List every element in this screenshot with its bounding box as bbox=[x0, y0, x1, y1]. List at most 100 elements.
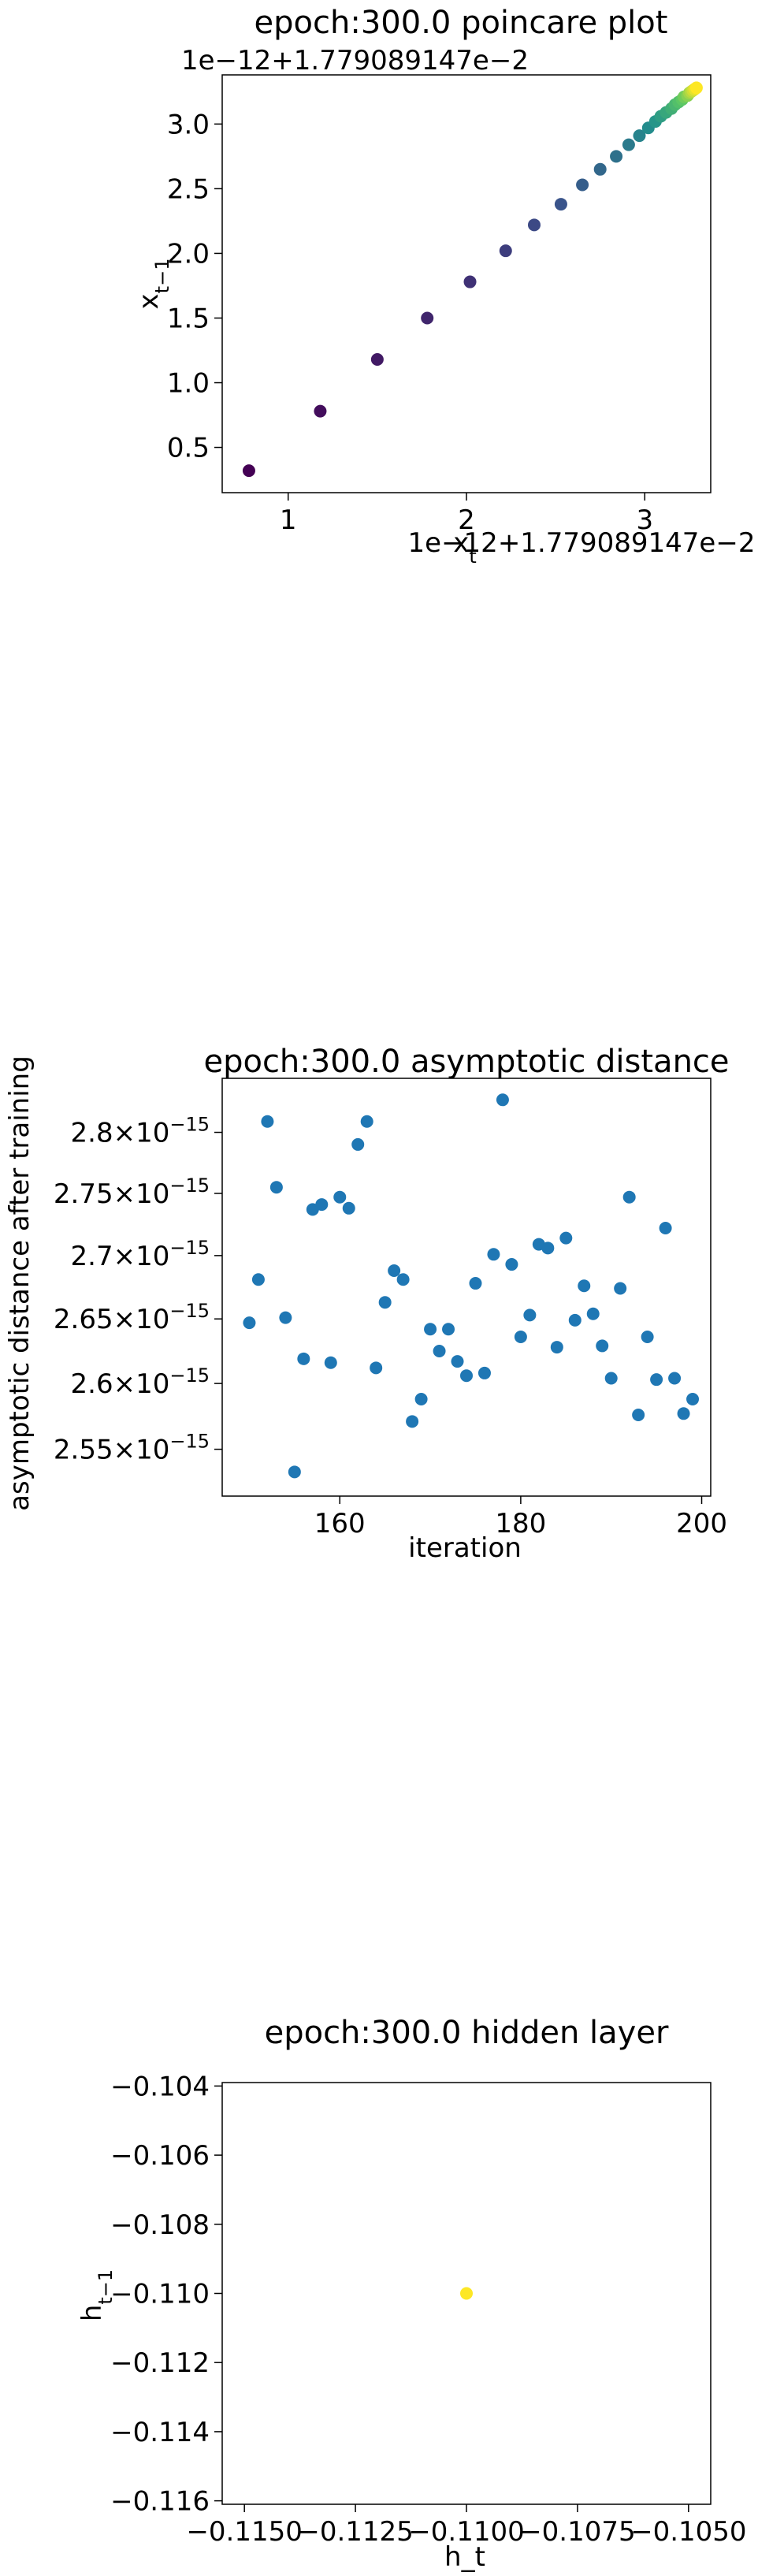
data-point bbox=[251, 1273, 265, 1286]
y-tick-label: 0.5 bbox=[167, 433, 210, 464]
data-point bbox=[622, 138, 635, 151]
data-point bbox=[460, 1369, 473, 1383]
data-point bbox=[523, 1308, 537, 1322]
data-point bbox=[243, 1316, 256, 1330]
x-tick-label: 160 bbox=[314, 1508, 366, 1539]
data-point bbox=[578, 1279, 591, 1293]
hidden-layer-y-axis: −0.116 −0.114 −0.112 −0.110 −0.108 −0.106 −0.1… bbox=[110, 2071, 222, 2518]
x-tick-label: 3 bbox=[636, 504, 653, 536]
data-point bbox=[288, 1465, 301, 1479]
data-point bbox=[559, 1231, 573, 1245]
y-tick-label: 2.5 bbox=[167, 173, 210, 205]
data-point bbox=[463, 275, 477, 288]
poincare-title: epoch:300.0 poincare plot bbox=[255, 5, 668, 41]
asymptotic-title: epoch:300.0 asymptotic distance bbox=[203, 1044, 729, 1080]
data-point bbox=[421, 311, 434, 325]
data-point bbox=[460, 2287, 473, 2300]
data-point bbox=[689, 81, 703, 95]
asymptotic-points bbox=[243, 1093, 700, 1479]
asymptotic-plot-area bbox=[221, 1078, 712, 1497]
data-point bbox=[505, 1258, 518, 1271]
hidden-layer-points bbox=[460, 2287, 473, 2300]
data-point bbox=[659, 1221, 672, 1234]
poincare-x-offset-text: 1e−12+1.779089147e−2 bbox=[408, 527, 756, 559]
asymptotic-y-label: asymptotic distance after training bbox=[4, 1055, 35, 1511]
x-tick-label: −0.1125 bbox=[297, 2516, 413, 2548]
data-point bbox=[378, 1296, 392, 1309]
y-tick-label: −0.104 bbox=[110, 2071, 210, 2102]
data-point bbox=[351, 1137, 365, 1151]
data-point bbox=[632, 1408, 645, 1421]
data-point bbox=[433, 1344, 446, 1357]
poincare-points bbox=[242, 81, 703, 478]
data-point bbox=[650, 1373, 663, 1387]
data-point bbox=[596, 1339, 609, 1353]
data-point bbox=[554, 198, 567, 211]
x-tick-label: −0.1075 bbox=[519, 2516, 635, 2548]
data-point bbox=[414, 1393, 428, 1406]
poincare-y-offset-text: 1e−12+1.779089147e−2 bbox=[181, 45, 529, 76]
y-tick-label: −0.112 bbox=[110, 2347, 210, 2379]
hidden-layer-x-axis: −0.1150−0.1125−0.1100−0.1075−0.1050 bbox=[186, 2504, 747, 2548]
data-point bbox=[568, 1313, 582, 1327]
data-point bbox=[324, 1356, 337, 1369]
x-tick-label: −0.1100 bbox=[408, 2516, 524, 2548]
hidden-layer-title: epoch:300.0 hidden layer bbox=[265, 2015, 669, 2051]
data-point bbox=[451, 1355, 464, 1368]
data-point bbox=[541, 1241, 555, 1255]
data-point bbox=[388, 1264, 401, 1278]
y-tick-label: −0.108 bbox=[110, 2209, 210, 2241]
data-point bbox=[261, 1115, 274, 1128]
data-point bbox=[550, 1341, 563, 1354]
hidden-layer-y-label-text: t−1 bbox=[95, 2269, 117, 2305]
data-point bbox=[576, 178, 589, 192]
x-tick-label: 1 bbox=[280, 504, 297, 536]
y-tick-label: −0.106 bbox=[110, 2140, 210, 2172]
data-point bbox=[499, 244, 512, 258]
asymptotic-x-label: iteration bbox=[408, 1532, 522, 1564]
poincare-y-label: xt−1 bbox=[133, 259, 173, 310]
data-point bbox=[242, 464, 255, 478]
data-point bbox=[527, 218, 541, 232]
x-tick-label: −0.1050 bbox=[630, 2516, 746, 2548]
data-point bbox=[586, 1307, 600, 1320]
x-tick-label: −0.1150 bbox=[186, 2516, 302, 2548]
data-point bbox=[370, 1361, 383, 1375]
y-tick-label: 2.7×10−15 bbox=[71, 1237, 210, 1272]
y-tick-label: −0.116 bbox=[110, 2486, 210, 2518]
data-point bbox=[668, 1372, 682, 1385]
data-point bbox=[622, 1190, 636, 1204]
y-tick-label: 1.5 bbox=[167, 303, 210, 334]
data-point bbox=[314, 404, 327, 418]
y-tick-label: 2.8×10−15 bbox=[71, 1114, 210, 1149]
y-tick-label: 3.0 bbox=[167, 109, 210, 140]
data-point bbox=[370, 352, 384, 366]
hidden-layer-y-label: ht−1 bbox=[76, 2269, 117, 2321]
asymptotic-chart: epoch:300.0 asymptotic distance 160 180 20… bbox=[4, 1044, 730, 1564]
data-point bbox=[279, 1311, 292, 1324]
x-tick-label: 200 bbox=[676, 1508, 727, 1539]
poincare-y-axis: 0.5 1.0 1.5 2.0 2.5 3.0 bbox=[167, 109, 222, 464]
y-tick-label: 2.0 bbox=[167, 238, 210, 270]
poincare-chart: epoch:300.0 poincare plot 1e−12+1.779089… bbox=[133, 5, 755, 568]
y-tick-label: 2.6×10−15 bbox=[71, 1364, 210, 1400]
poincare-x-label-text: t bbox=[469, 545, 476, 568]
data-point bbox=[593, 162, 607, 176]
data-point bbox=[424, 1323, 437, 1336]
y-tick-label: 1.0 bbox=[167, 368, 210, 400]
data-point bbox=[469, 1277, 482, 1290]
x-tick-label: 2 bbox=[458, 504, 475, 536]
data-point bbox=[297, 1352, 310, 1365]
data-point bbox=[610, 150, 623, 163]
y-tick-label: −0.114 bbox=[110, 2417, 210, 2448]
y-tick-label: 2.75×10−15 bbox=[54, 1174, 210, 1210]
data-point bbox=[477, 1366, 491, 1379]
data-point bbox=[315, 1198, 329, 1212]
data-point bbox=[342, 1201, 355, 1215]
hidden-layer-chart: epoch:300.0 hidden layer −0.1150−0.1125−… bbox=[76, 2015, 747, 2573]
data-point bbox=[641, 1331, 654, 1344]
y-tick-label: −0.110 bbox=[110, 2279, 210, 2310]
data-point bbox=[633, 129, 646, 143]
data-point bbox=[686, 1393, 700, 1406]
